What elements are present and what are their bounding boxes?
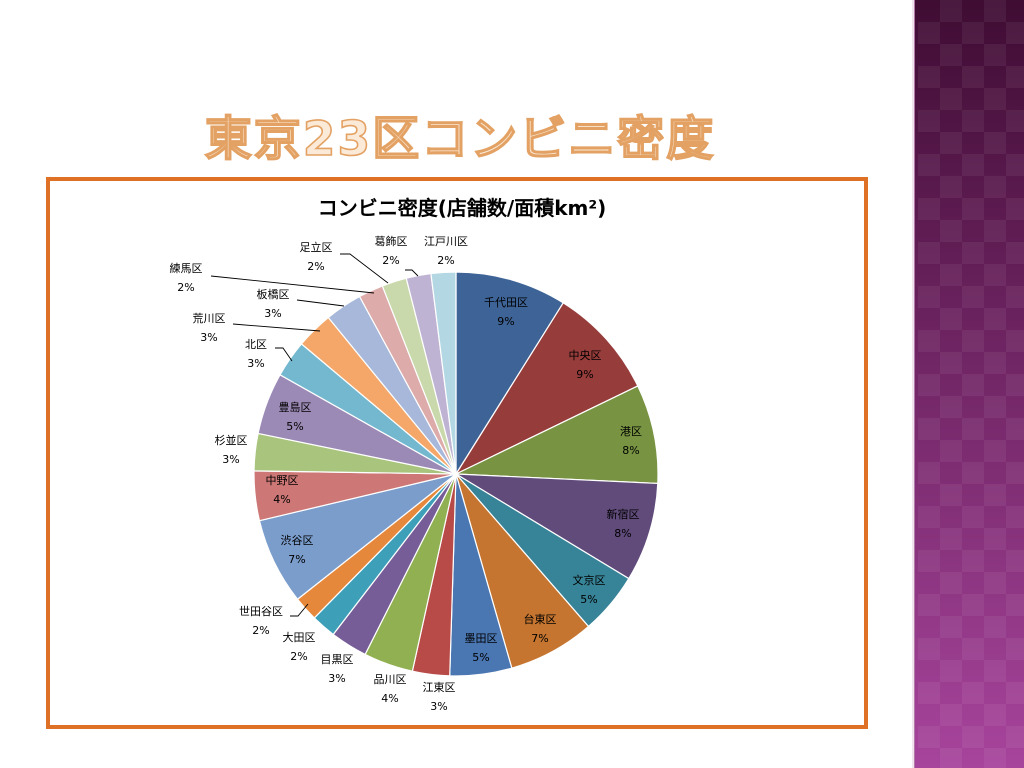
leader-line bbox=[275, 347, 293, 362]
slice-percent-label: 3% bbox=[247, 357, 264, 370]
slice-percent-label: 3% bbox=[328, 672, 345, 685]
slice-percent-label: 5% bbox=[580, 593, 597, 606]
slice-label: 江東区 bbox=[423, 681, 456, 694]
chart-title: コンビニ密度(店舗数/面積km²) bbox=[317, 196, 607, 220]
pie-slice bbox=[454, 302, 639, 476]
slice-percent-label: 4% bbox=[273, 493, 290, 506]
slice-label: 杉並区 bbox=[215, 433, 248, 447]
pie-slice bbox=[455, 271, 565, 477]
slice-percent-label: 3% bbox=[222, 453, 239, 466]
slice-label: 中野区 bbox=[266, 474, 299, 487]
slice-label: 港区 bbox=[620, 425, 642, 438]
slice-label: 豊島区 bbox=[279, 400, 312, 414]
slice-label: 中央区 bbox=[569, 349, 602, 362]
pie-slice bbox=[455, 473, 659, 580]
slice-label: 品川区 bbox=[374, 673, 407, 686]
slice-label: 文京区 bbox=[573, 573, 606, 587]
slice-label: 荒川区 bbox=[193, 312, 226, 325]
slice-label: 江戸川区 bbox=[424, 235, 468, 248]
slice-label: 墨田区 bbox=[465, 632, 498, 645]
slice-percent-label: 3% bbox=[200, 331, 217, 344]
leader-line bbox=[296, 299, 345, 307]
slice-label: 渋谷区 bbox=[281, 534, 314, 547]
leader-line bbox=[210, 275, 375, 294]
slice-percent-label: 2% bbox=[290, 650, 307, 663]
slice-label: 北区 bbox=[245, 338, 267, 351]
slice-label: 台東区 bbox=[524, 612, 557, 626]
slice-percent-label: 8% bbox=[622, 444, 639, 457]
slice-label: 大田区 bbox=[283, 630, 316, 644]
side-band-divider bbox=[912, 0, 918, 768]
slice-percent-label: 2% bbox=[252, 624, 269, 637]
pie-slice bbox=[430, 271, 457, 475]
slice-label: 板橋区 bbox=[257, 287, 290, 301]
slice-percent-label: 3% bbox=[430, 700, 447, 713]
slice-percent-label: 7% bbox=[288, 553, 305, 566]
leader-line bbox=[340, 253, 389, 284]
slice-percent-label: 2% bbox=[382, 254, 399, 267]
leader-line bbox=[290, 603, 309, 617]
pie-slice bbox=[455, 385, 659, 485]
slice-percent-label: 9% bbox=[576, 368, 593, 381]
slice-percent-label: 9% bbox=[497, 315, 514, 328]
slice-percent-label: 7% bbox=[531, 632, 548, 645]
decorative-side-band bbox=[912, 0, 1024, 768]
slide-title: 東京23区コンビニ密度 bbox=[204, 111, 716, 168]
slice-percent-label: 2% bbox=[307, 260, 324, 273]
slice-percent-label: 5% bbox=[472, 651, 489, 664]
slice-percent-label: 2% bbox=[177, 281, 194, 294]
slice-percent-label: 8% bbox=[614, 527, 631, 540]
slice-percent-label: 4% bbox=[381, 692, 398, 705]
slice-label: 足立区 bbox=[300, 240, 333, 254]
slice-label: 目黒区 bbox=[321, 653, 354, 666]
slice-percent-label: 5% bbox=[286, 420, 303, 433]
slice-label: 世田谷区 bbox=[239, 605, 283, 618]
slice-percent-label: 3% bbox=[264, 307, 281, 320]
leader-line bbox=[405, 269, 419, 277]
slice-label: 葛飾区 bbox=[375, 235, 408, 248]
slice-percent-label: 2% bbox=[437, 254, 454, 267]
leader-line bbox=[232, 323, 321, 332]
slice-label: 練馬区 bbox=[170, 261, 203, 275]
slice-label: 千代田区 bbox=[484, 296, 528, 309]
diamond-pattern bbox=[918, 0, 1024, 768]
slice-label: 新宿区 bbox=[607, 507, 640, 521]
